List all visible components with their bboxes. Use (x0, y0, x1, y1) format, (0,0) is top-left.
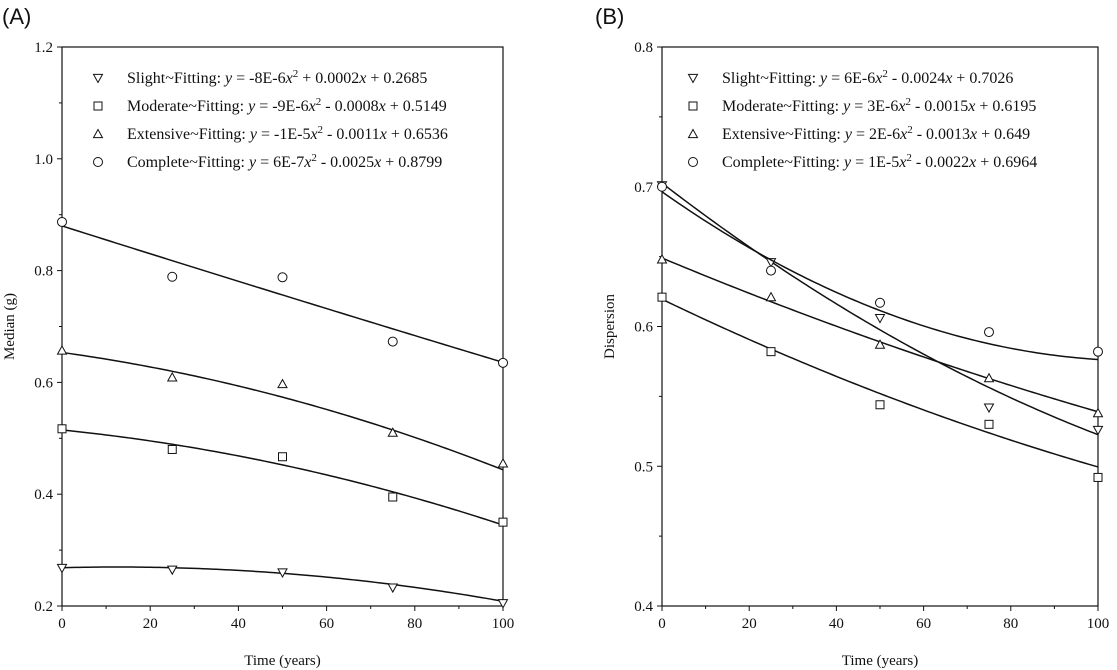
b-data-point-0-2 (874, 314, 886, 324)
b-data-point-1-3 (984, 419, 994, 429)
a-y-tick-label: 0.2 (34, 599, 53, 615)
a-fit-line-1 (61, 429, 504, 526)
a-data-point-1-0 (57, 424, 67, 434)
b-data-point-2-1 (765, 291, 777, 302)
b-legend-marker-0 (687, 73, 699, 84)
a-y-tick-label: 1.2 (34, 40, 53, 56)
a-data-point-0-1 (166, 565, 178, 576)
b-x-tick-label: 40 (829, 616, 844, 632)
b-data-point-3-3 (984, 327, 994, 338)
a-legend-marker-2 (92, 128, 104, 139)
b-data-point-3-1 (766, 265, 776, 276)
a-data-point-0-4 (497, 599, 509, 609)
b-y-axis-label: Dispersion (602, 294, 618, 359)
a-y-tick-label: 0.6 (34, 375, 53, 391)
a-legend-entry-0: Slight~Fitting: y = -8E-6x2 + 0.0002x + … (127, 68, 427, 87)
a-x-tick-label: 20 (143, 616, 158, 632)
b-legend-marker-1 (688, 101, 698, 111)
b-legend-entry-1: Moderate~Fitting: y = 3E-6x2 - 0.0015x +… (722, 96, 1036, 115)
a-data-point-3-3 (387, 336, 398, 347)
a-data-point-3-0 (57, 216, 67, 227)
b-y-tick-label: 0.6 (634, 320, 653, 336)
b-y-tick-label: 0.8 (634, 40, 653, 56)
a-data-point-2-2 (277, 378, 288, 389)
a-x-tick-label: 40 (231, 616, 246, 632)
b-data-point-2-4 (1092, 407, 1104, 418)
a-data-point-3-1 (167, 271, 178, 282)
b-legend-marker-3 (688, 157, 698, 167)
panel-label-a: (A) (2, 4, 32, 29)
a-x-tick-label: 100 (492, 616, 515, 632)
a-y-tick-label: 0.4 (34, 487, 53, 503)
b-x-tick-label: 20 (742, 616, 757, 632)
b-x-tick-label: 60 (916, 616, 931, 632)
a-data-point-2-1 (166, 371, 178, 382)
a-data-point-1-3 (388, 492, 398, 502)
b-data-point-3-2 (875, 297, 885, 308)
b-data-point-1-0 (657, 292, 667, 302)
b-data-point-3-0 (657, 181, 667, 192)
b-fit-line-0 (661, 182, 1099, 436)
b-legend-entry-0: Slight~Fitting: y = 6E-6x2 - 0.0024x + 0… (722, 68, 1013, 87)
b-x-tick-label: 100 (1087, 616, 1110, 632)
a-data-point-1-2 (278, 452, 287, 462)
a-legend-marker-3 (93, 157, 103, 167)
a-x-tick-label: 80 (407, 616, 422, 632)
a-x-tick-label: 0 (58, 616, 66, 632)
b-y-tick-label: 0.4 (634, 599, 653, 615)
a-data-point-2-4 (497, 457, 509, 468)
a-data-point-3-4 (498, 357, 508, 368)
a-legend-marker-1 (93, 101, 103, 111)
b-x-tick-label: 0 (658, 616, 666, 632)
b-fit-line-2 (661, 257, 1099, 413)
a-data-point-0-2 (277, 568, 288, 578)
b-data-point-0-4 (1092, 425, 1104, 436)
b-y-tick-label: 0.5 (634, 459, 653, 475)
a-data-point-0-0 (56, 563, 68, 574)
b-y-tick-label: 0.7 (634, 180, 653, 196)
b-legend-entry-2: Extensive~Fitting: y = 2E-6x2 - 0.0013x … (722, 124, 1030, 143)
b-data-point-1-1 (766, 347, 776, 357)
a-legend-entry-2: Extensive~Fitting: y = -1E-5x2 - 0.0011x… (127, 124, 448, 143)
a-x-axis-label: Time (years) (244, 653, 321, 669)
a-fit-line-2 (61, 351, 504, 471)
a-legend-entry-1: Moderate~Fitting: y = -9E-6x2 - 0.0008x … (127, 96, 447, 115)
b-data-point-1-2 (875, 400, 885, 410)
a-y-tick-label: 0.8 (34, 264, 53, 280)
b-data-point-0-3 (983, 403, 995, 414)
a-fit-line-3 (61, 225, 504, 364)
panel-label-b: (B) (595, 4, 625, 29)
a-y-axis-label: Median (g) (2, 293, 18, 360)
a-legend-entry-3: Complete~Fitting: y = 6E-7x2 - 0.0025x +… (127, 152, 442, 171)
a-data-point-1-4 (498, 517, 508, 527)
a-legend-marker-0 (92, 73, 104, 84)
b-legend-entry-3: Complete~Fitting: y = 1E-5x2 - 0.0022x +… (722, 152, 1037, 171)
b-data-point-3-4 (1093, 346, 1103, 357)
a-data-point-1-1 (167, 444, 177, 454)
b-fit-line-1 (661, 298, 1099, 468)
a-x-tick-label: 60 (319, 616, 334, 632)
b-legend-marker-2 (687, 128, 699, 139)
a-data-point-2-0 (56, 345, 68, 355)
b-data-point-2-3 (983, 372, 995, 383)
b-data-point-1-4 (1093, 472, 1103, 482)
b-fit-line-3 (661, 191, 1099, 361)
b-x-tick-label: 80 (1003, 616, 1018, 632)
a-y-tick-label: 1.0 (34, 152, 53, 168)
a-data-point-2-3 (387, 427, 399, 437)
b-x-axis-label: Time (years) (842, 653, 919, 669)
b-data-point-2-0 (656, 253, 668, 264)
b-data-point-2-2 (874, 339, 886, 349)
a-data-point-0-3 (387, 583, 399, 594)
a-data-point-3-2 (277, 272, 288, 283)
